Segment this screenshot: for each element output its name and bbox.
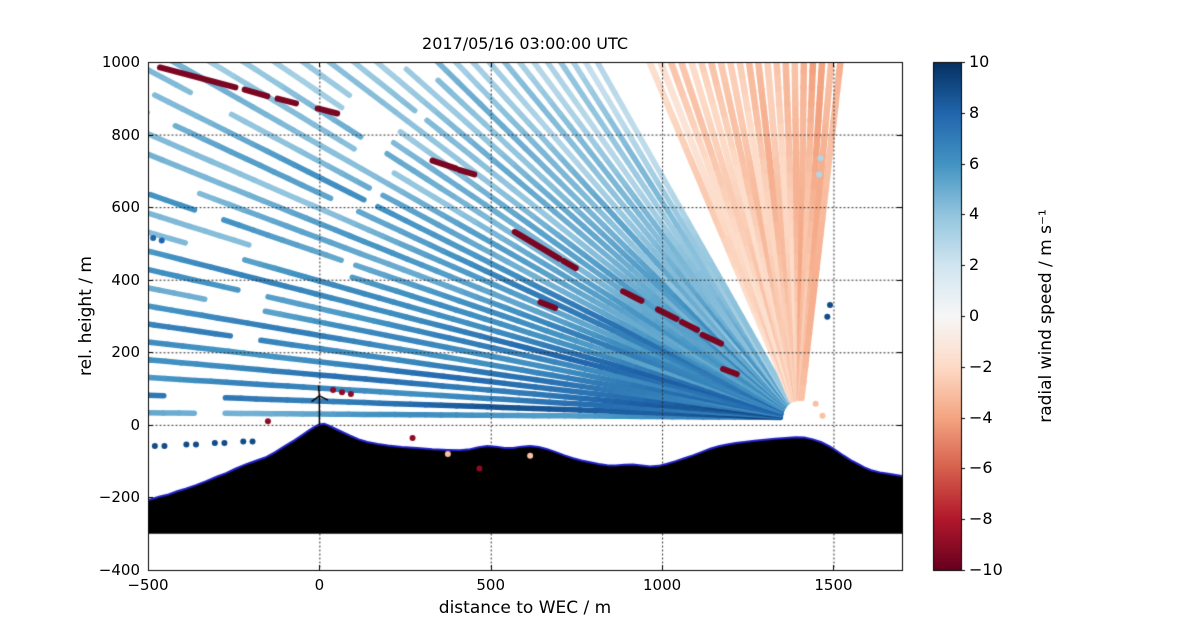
y-tick-label: 1000 [101, 53, 140, 71]
colorbar-tick-label: −10 [969, 560, 1003, 579]
colorbar-tick-label: −6 [969, 458, 993, 478]
x-tick-label: 1500 [814, 576, 853, 594]
colorbar-tick-label: −4 [969, 407, 993, 427]
colorbar-label: radial wind speed / m s⁻¹ [1036, 209, 1056, 423]
y-tick-label: −400 [98, 561, 140, 579]
colorbar-tick-label: −8 [969, 509, 993, 529]
x-tick-label: −500 [127, 576, 169, 594]
x-tick-label: 500 [476, 576, 506, 594]
y-tick-label: 800 [111, 125, 140, 144]
y-tick-label: 400 [111, 270, 140, 289]
x-axis-label: distance to WEC / m [438, 598, 612, 618]
y-tick-label: 0 [130, 415, 140, 434]
colorbar-tick-label: −2 [969, 356, 993, 376]
y-tick-label: −200 [98, 488, 140, 507]
plot-title: 2017/05/16 03:00:00 UTC [422, 34, 628, 53]
x-tick-label: 1000 [642, 576, 682, 594]
y-tick-label: 600 [111, 198, 140, 217]
colorbar-tick-label: 0 [969, 306, 980, 325]
y-tick-label: 200 [111, 343, 140, 362]
colorbar-tick-label: 4 [969, 204, 980, 224]
colorbar-tick-label: 2 [969, 255, 980, 275]
colorbar-tick-label: 6 [969, 153, 980, 173]
x-tick-label: 0 [314, 576, 325, 594]
colorbar-tick-label: 10 [969, 52, 990, 71]
colorbar-tick-label: 8 [969, 102, 980, 122]
